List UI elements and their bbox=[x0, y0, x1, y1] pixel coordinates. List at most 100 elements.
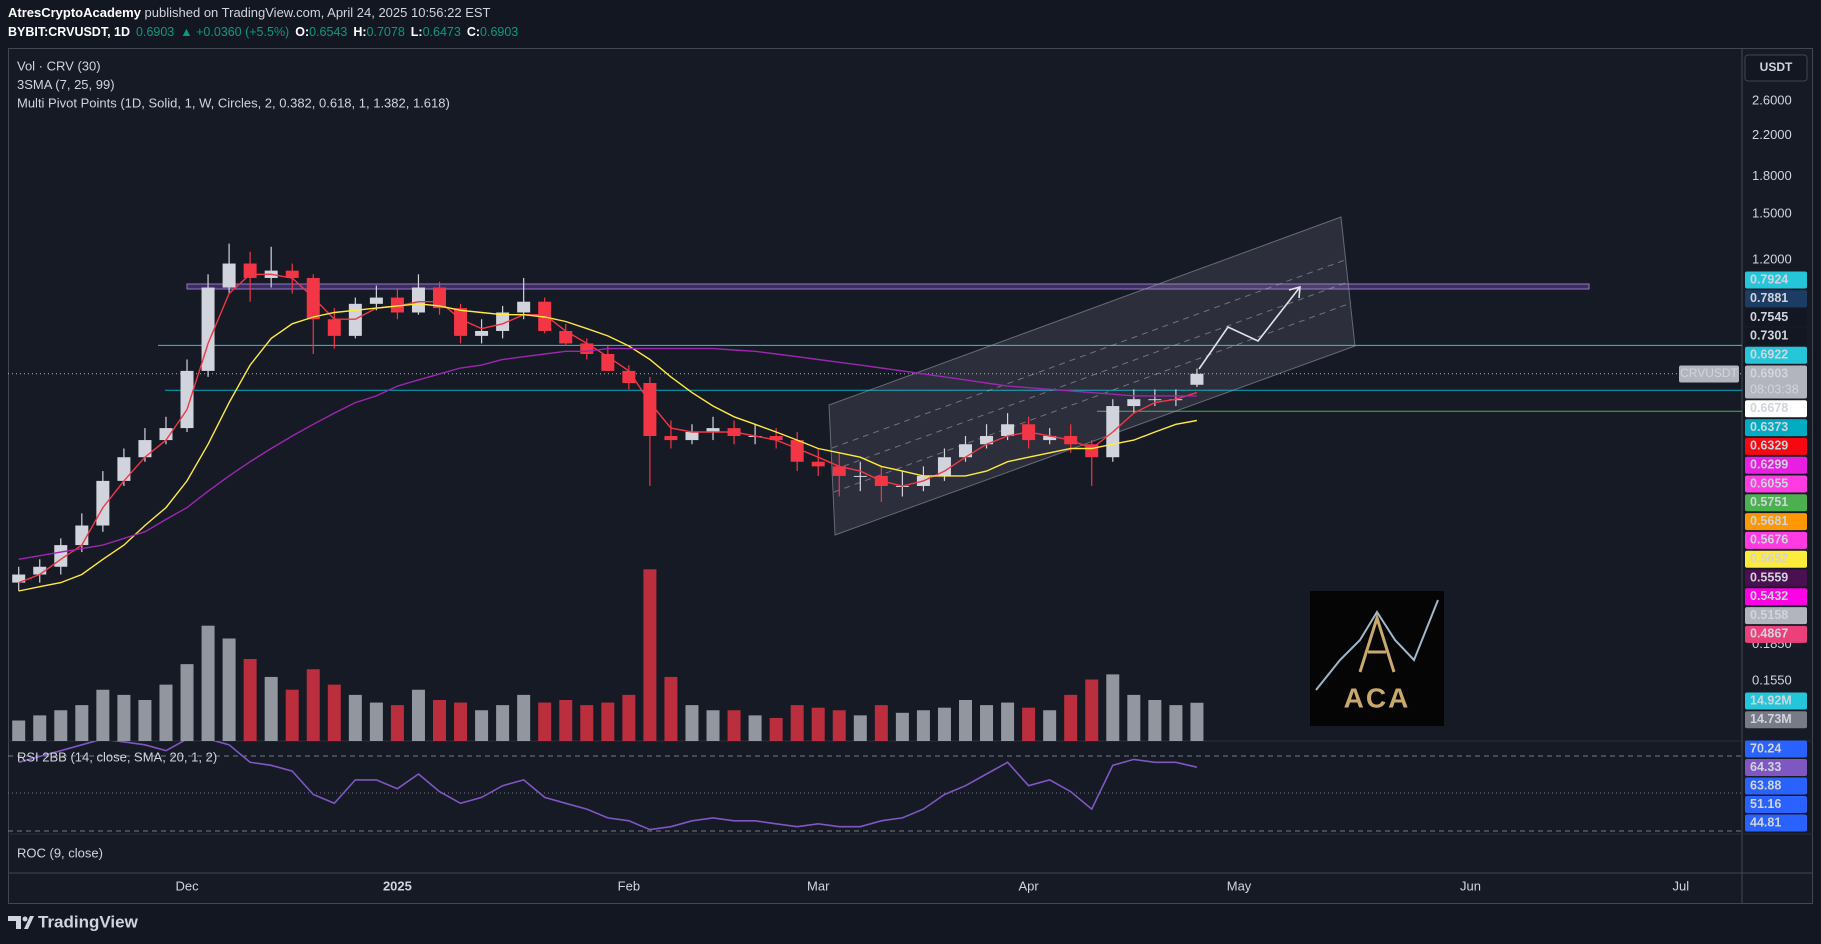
currency-label[interactable]: USDT bbox=[1760, 60, 1793, 74]
volume-bar bbox=[12, 720, 26, 741]
volume-bar bbox=[222, 638, 236, 741]
volume-bar bbox=[1043, 710, 1057, 741]
volume-bar bbox=[811, 707, 825, 741]
rsi-badge-label: 63.88 bbox=[1750, 778, 1781, 792]
rsi-badge bbox=[1745, 759, 1807, 776]
arrow-head bbox=[1288, 285, 1301, 299]
price-badge-label: 0.5652 bbox=[1750, 551, 1788, 565]
rsi-title: RSI 2BB (14, close, SMA, 20, 1, 2) bbox=[17, 749, 217, 764]
ohlc-value: 0.6903 bbox=[480, 25, 518, 39]
volume-bar bbox=[517, 694, 531, 741]
candle-body bbox=[1001, 424, 1015, 437]
candle-body bbox=[959, 444, 972, 458]
rsi-line bbox=[18, 741, 1198, 831]
volume-bar bbox=[348, 694, 362, 741]
x-tick-label: Dec bbox=[175, 878, 199, 893]
volume-bar bbox=[306, 669, 320, 741]
candle-body bbox=[1190, 373, 1204, 385]
price-badge bbox=[1745, 346, 1807, 364]
candle-body bbox=[790, 440, 804, 462]
volume-bar bbox=[937, 707, 951, 741]
volume-bar bbox=[580, 705, 594, 741]
candle-body bbox=[811, 461, 825, 467]
countdown: 08:03:38 bbox=[1750, 382, 1799, 396]
rsi-badge bbox=[1745, 777, 1807, 795]
candle-body bbox=[138, 440, 152, 458]
volume-bar bbox=[159, 684, 173, 741]
ohlc-label: H: bbox=[353, 25, 366, 39]
price-badge bbox=[1745, 569, 1807, 587]
price-badge bbox=[1745, 531, 1807, 549]
volume-bar bbox=[1022, 707, 1036, 741]
candle-body bbox=[706, 428, 720, 433]
brand-text: TradingView bbox=[38, 912, 139, 931]
price-layer bbox=[12, 243, 1204, 592]
volume-bar bbox=[454, 702, 468, 741]
rsi-badge-label: 64.33 bbox=[1750, 760, 1781, 774]
volume-bar bbox=[980, 705, 994, 741]
volume-bar bbox=[959, 700, 972, 741]
volume-bar bbox=[748, 715, 762, 741]
roc-title: ROC (9, close) bbox=[17, 845, 103, 860]
volume-bar bbox=[475, 710, 489, 741]
volume-bar bbox=[643, 569, 657, 741]
candle-body bbox=[937, 457, 951, 476]
volume-badge-label: 14.73M bbox=[1750, 712, 1792, 726]
y-tick-label: 0.1550 bbox=[1752, 672, 1792, 687]
volume-bar bbox=[1148, 700, 1162, 741]
logo-text: ACA bbox=[1344, 682, 1411, 713]
price-badge-label: 0.6922 bbox=[1750, 347, 1788, 361]
candle-body bbox=[1127, 399, 1141, 407]
currency-button[interactable] bbox=[1744, 54, 1808, 82]
price-badge-label: 0.5751 bbox=[1750, 495, 1788, 509]
volume-bar bbox=[411, 689, 425, 741]
y-tick-label: 2.6000 bbox=[1752, 93, 1792, 108]
candle-body bbox=[411, 287, 425, 313]
volume-layer bbox=[12, 569, 1204, 741]
price-badge-label: 0.5432 bbox=[1750, 589, 1788, 603]
sma-line bbox=[18, 273, 1198, 584]
y-tick-label: 2.2000 bbox=[1752, 127, 1792, 142]
symbol-tag-label: CRVUSDT bbox=[1680, 366, 1738, 380]
candle-body bbox=[1148, 399, 1162, 401]
rsi-badge bbox=[1745, 796, 1807, 813]
volume-bar bbox=[664, 676, 678, 741]
brand-icon bbox=[8, 916, 34, 929]
volume-bar bbox=[138, 700, 152, 741]
candle-body bbox=[243, 263, 257, 278]
volume-bar bbox=[538, 702, 552, 741]
x-tick-label: May bbox=[1227, 878, 1252, 893]
volume-bar bbox=[769, 717, 783, 741]
volume-bar bbox=[33, 715, 47, 741]
channel-line bbox=[831, 259, 1346, 449]
candle-body bbox=[643, 382, 657, 437]
channel-line bbox=[833, 302, 1352, 493]
price-badge bbox=[1745, 494, 1807, 512]
ohlc-value: 0.6473 bbox=[423, 25, 461, 39]
price-badge-label: 0.5681 bbox=[1750, 514, 1788, 528]
candle-body bbox=[853, 475, 867, 477]
volume-bar bbox=[1001, 702, 1015, 741]
candle-body bbox=[664, 436, 678, 441]
price-badge-label: 0.7545 bbox=[1750, 310, 1788, 324]
price-badge bbox=[1745, 419, 1807, 437]
volume-bar bbox=[285, 689, 299, 741]
symbol-tag bbox=[1679, 365, 1739, 383]
volume-bar bbox=[1064, 694, 1078, 741]
sma-line bbox=[18, 303, 1198, 592]
volume-badge bbox=[1745, 711, 1807, 729]
candle-body bbox=[1043, 436, 1057, 441]
resistance-zone bbox=[186, 283, 1590, 290]
price-change: ▲ +0.0360 (+5.5%) bbox=[180, 25, 289, 39]
brand-icon bbox=[22, 916, 28, 922]
volume-bar bbox=[390, 705, 404, 741]
logo-art bbox=[1315, 599, 1439, 691]
chart-frame bbox=[8, 48, 1813, 904]
projection-arrow bbox=[1198, 286, 1301, 370]
rsi-layer bbox=[18, 741, 1198, 831]
ohlc-value: 0.6543 bbox=[309, 25, 347, 39]
candle-body bbox=[222, 263, 236, 288]
candle-body bbox=[180, 370, 194, 429]
